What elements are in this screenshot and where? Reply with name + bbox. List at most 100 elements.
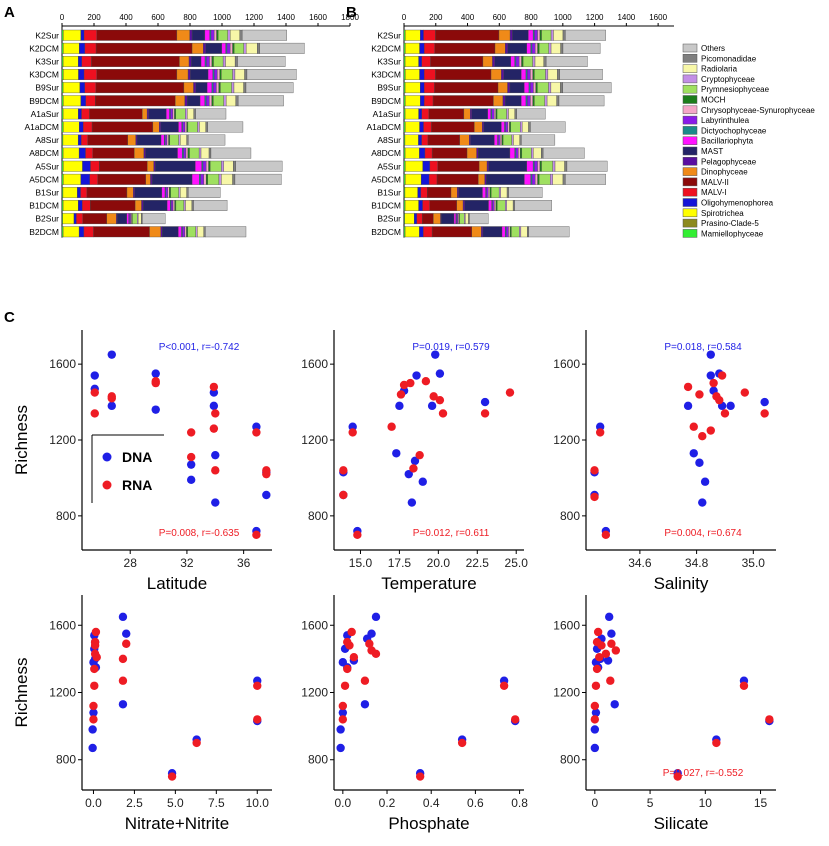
rna-point <box>421 377 431 386</box>
dna-point <box>151 369 160 378</box>
bar-segment-k2sur-moch <box>216 29 219 41</box>
row-label-k3sur: K3Sur <box>377 56 401 66</box>
x-tick-label: 0 <box>60 13 65 22</box>
bar-segment-k2dcm-moch <box>537 42 540 54</box>
legend-swatch-radiolaria <box>682 64 698 73</box>
bar-segment-b9sur-moch <box>218 82 221 94</box>
bar-segment-a1adcm-oligohymenophorea <box>419 121 424 133</box>
bar-segment-k2sur-dictyochophyceae <box>209 29 212 41</box>
bar-segment-k3dcm-others <box>559 69 603 80</box>
rna-point <box>673 772 682 781</box>
bar-segment-k2sur-oligohymenophorea <box>80 29 85 41</box>
bar-segment-a8dcm-malv-ii <box>92 147 135 159</box>
bar-segment-k2sur-spirotrichea <box>63 29 82 41</box>
rna-point <box>347 627 356 637</box>
bar-segment-a5dcm-prymnesiophyceae <box>538 173 551 185</box>
bar-segment-b1dcm-chrysophyceae-synurophyceae <box>172 200 175 211</box>
rna-point <box>340 681 350 690</box>
bar-segment-a1asur-others <box>516 108 546 120</box>
bar-segment-k3dcm-radiolaria <box>547 69 558 80</box>
rna-point <box>689 422 698 431</box>
row-label-a5dcm: A5DCM <box>371 174 401 184</box>
bar-segment-k3sur-oligohymenophorea <box>418 56 422 67</box>
dna-point <box>118 612 128 622</box>
dna-point <box>89 708 98 717</box>
bar-segment-a1adcm-mast <box>160 121 179 133</box>
bar-segment-a5sur-pelagophyceae <box>153 160 156 172</box>
x-tick-label: 17.5 <box>388 556 412 570</box>
row-label-b9sur: B9Sur <box>377 83 401 93</box>
rna-point <box>90 409 99 418</box>
bar-segment-a1asur-malv-i <box>81 108 90 120</box>
bar-segment-a8dcm-malv-i <box>85 147 93 159</box>
bar-segment-a8dcm-bacillariophyta <box>509 147 515 159</box>
rna-point <box>253 715 262 724</box>
bar-segment-a8sur-moch <box>168 134 171 146</box>
bar-segment-k2sur-labyrinthulea <box>210 29 215 41</box>
bar-segment-b2sur-labyrinthulea <box>129 213 131 225</box>
legend-label-radiolaria: Radiolaria <box>701 65 738 74</box>
legend-dna-label: DNA <box>122 449 152 465</box>
legend-label-chrysophyceae-synurophyceae: Chrysophyceae-Synurophyceae <box>701 106 815 115</box>
bar-segment-b1sur-picomonadidae <box>506 187 509 198</box>
bar-segment-k3sur-dictyochophyceae <box>514 56 517 67</box>
rna-point <box>151 378 160 388</box>
legend-label-spirotrichea: Spirotrichea <box>701 209 744 218</box>
bar-segment-a1adcm-spirotrichea <box>63 121 80 133</box>
row-label-a8dcm: A8DCM <box>371 148 401 158</box>
x-tick-label: 1000 <box>213 13 231 22</box>
bar-segment-b2dcm-prymnesiophyceae <box>511 226 520 238</box>
bar-segment-b9sur-dictyochophyceae <box>211 82 214 94</box>
bar-segment-b9dcm-chrysophyceae-synurophyceae <box>209 95 212 107</box>
bar-segment-k3sur-prymnesiophyceae <box>522 56 533 67</box>
bar-segment-b9sur-others <box>245 82 294 94</box>
bar-segment-a5sur-chrysophyceae-synurophyceae <box>205 160 209 172</box>
rna-point <box>765 715 774 724</box>
bar-segment-b1dcm-bacillariophyta <box>488 200 492 211</box>
row-label-b2dcm: B2DCM <box>29 227 59 237</box>
bar-segment-b1dcm-bacillariophyta <box>166 200 171 211</box>
bar-segment-k2sur-moch <box>539 29 542 41</box>
dna-point <box>683 401 693 411</box>
bar-segment-a1adcm-pelagophyceae <box>482 121 485 133</box>
stat-annotation-red: P=0.008, r=-0.635 <box>159 528 240 539</box>
bar-segment-a5dcm-chrysophyceae-synurophyceae <box>203 173 207 185</box>
stat-annotation-red: P=0.004, r=0.674 <box>664 528 742 539</box>
bar-segment-b2dcm-picomonadidae <box>527 226 530 238</box>
y-tick-label: 1600 <box>553 618 580 632</box>
bar-segment-b2dcm-moch <box>186 226 188 238</box>
legend-label-dinophyceae: Dinophyceae <box>701 168 748 177</box>
bar-segment-k3dcm-picomonadidae <box>244 69 248 80</box>
rna-point <box>338 701 348 711</box>
rna-point <box>429 392 438 401</box>
bar-segment-a8sur-radiolaria <box>180 134 187 146</box>
bar-segment-k2dcm-malv-ii <box>434 42 496 54</box>
rna-point <box>499 681 509 690</box>
bar-segment-b2dcm-mast <box>482 226 503 238</box>
bar-segment-a8dcm-malv-ii <box>431 147 468 159</box>
legend-rna-marker <box>102 480 112 490</box>
bar-segment-k2sur-radiolaria <box>229 29 240 41</box>
bar-segment-k3dcm-dinophyceae <box>176 69 189 80</box>
x-tick-label: 5.0 <box>167 796 184 810</box>
bar-segment-a8sur-radiolaria <box>513 134 520 146</box>
dna-point <box>590 725 600 734</box>
bar-segment-a5dcm-picomonadidae <box>562 173 566 185</box>
x-tick-label: 0.4 <box>423 796 440 810</box>
dna-point <box>107 350 116 359</box>
bar-segment-a1asur-labyrinthulea <box>491 108 495 120</box>
bar-segment-k3sur-others <box>237 56 286 67</box>
dna-point <box>607 629 616 638</box>
bar-segment-b1dcm-cryptophyceae <box>183 200 186 211</box>
bar-segment-k2sur-mast <box>512 29 529 41</box>
bar-segment-k2dcm-prymnesiophyceae <box>538 42 549 54</box>
rna-point <box>118 654 128 664</box>
bar-segment-a5sur-prymnesiophyceae <box>209 160 222 172</box>
y-tick-label: 1600 <box>553 357 580 371</box>
bar-segment-b1dcm-malv-i <box>422 200 430 211</box>
bar-segment-a1adcm-mamiellophyceae <box>403 121 406 133</box>
bar-segment-a8dcm-chrysophyceae-synurophyceae <box>518 147 521 159</box>
bar-segment-k2dcm-oligohymenophorea <box>79 42 86 54</box>
x-tick-label: 0.0 <box>334 796 351 810</box>
